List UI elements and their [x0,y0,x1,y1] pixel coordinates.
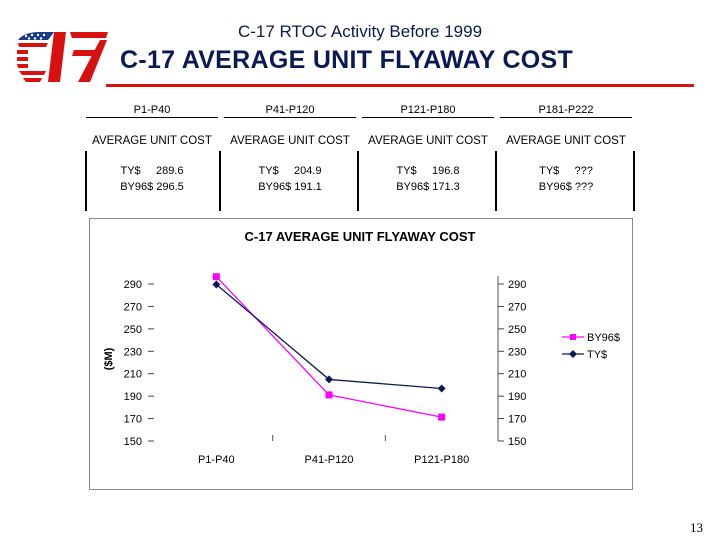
ty-cost-value: TY$ ??? [539,165,593,177]
cost-column-p181-p222: P181-P222 AVERAGE UNIT COST TY$ ??? BY96… [498,103,635,211]
column-border [633,151,635,211]
unit-cost-table: P1-P40 AVERAGE UNIT COST TY$ 289.6 BY96$… [84,103,636,211]
y2-tick-label: 250 [508,324,526,336]
chart-series [212,273,446,421]
chart-legend: BY96$ TY$ [562,332,620,361]
by96-cost-value: BY96$ 191.1 [258,181,322,193]
page-number: 13 [690,520,703,535]
y-tick-label: 210 [124,369,142,381]
legend-label: TY$ [587,349,607,361]
logo-17-stripes [48,32,108,82]
x-tick-label: P41-P120 [305,454,354,466]
y2-tick-label: 270 [508,301,526,313]
y2-tick-label: 150 [508,436,526,448]
x-tick-label: P121-P180 [414,454,469,466]
average-unit-cost-label: AVERAGE UNIT COST [506,135,626,147]
ty-cost-value: TY$ 204.9 [258,165,322,177]
y2-tick-label: 230 [508,346,526,358]
phase-underline [86,117,218,118]
phase-label: P121-P180 [400,104,456,116]
column-border [495,151,497,211]
x-tick-label: P1-P40 [198,454,235,466]
y2-tick-label: 190 [508,391,526,403]
data-point-diamond [437,384,446,393]
cost-column-p1-p40: P1-P40 AVERAGE UNIT COST TY$ 289.6 BY96$… [84,103,221,211]
y-tick-label: 270 [124,301,142,313]
average-unit-cost-label: AVERAGE UNIT COST [368,135,488,147]
column-border [219,151,221,211]
phase-underline [224,117,356,118]
by96-cost-value: BY96$ 296.5 [120,181,184,193]
column-border [357,151,359,211]
data-point-square [325,391,333,399]
ty-cost-value: TY$ 196.8 [396,165,460,177]
phase-label: P41-P120 [265,104,315,116]
cost-column-p121-p180: P121-P180 AVERAGE UNIT COST TY$ 196.8 BY… [360,103,497,211]
phase-underline [362,117,494,118]
average-unit-cost-label: AVERAGE UNIT COST [230,135,350,147]
y2-tick-label: 210 [508,369,526,381]
y-tick-label: 150 [124,436,142,448]
phase-label: P1-P40 [133,104,171,116]
legend-marker-square [570,334,576,340]
c17-logo [17,32,108,82]
logo-stars-field [18,32,54,40]
chart-title: C-17 AVERAGE UNIT FLYAWAY COST [245,229,476,244]
y-tick-label: 230 [124,346,142,358]
flyaway-cost-line-chart: C-17 AVERAGE UNIT FLYAWAY COST ($M) 290 2… [103,229,620,466]
by96-cost-value: BY96$ 171.3 [396,181,460,193]
y2-tick-label: 290 [508,279,526,291]
data-point-square [438,413,446,421]
cost-column-p41-p120: P41-P120 AVERAGE UNIT COST TY$ 204.9 BY9… [222,103,359,211]
title-divider [106,84,694,87]
y-tick-label: 250 [124,324,142,336]
data-point-diamond [212,280,221,289]
data-point-square [212,273,220,281]
y-axis-label: ($M) [103,347,115,370]
data-point-diamond [325,375,333,384]
ty-cost-value: TY$ 289.6 [120,165,184,177]
y-tick-label: 170 [124,414,142,426]
slide-title: C-17 AVERAGE UNIT FLYAWAY COST [120,46,574,74]
slide-supertitle: C-17 RTOC Activity Before 1999 [237,22,483,41]
phase-underline [500,117,632,118]
average-unit-cost-label: AVERAGE UNIT COST [92,135,212,147]
column-border [85,151,87,211]
legend-marker-diamond [569,350,577,358]
phase-label: P181-P222 [538,104,594,116]
y-tick-label: 290 [124,279,142,291]
by96-cost-value: BY96$ ??? [538,181,594,193]
y2-tick-label: 170 [508,414,526,426]
chart-frame: C-17 AVERAGE UNIT FLYAWAY COST ($M) 290 2… [89,218,633,490]
y-tick-label: 190 [124,391,142,403]
chart-axes: 290 290 270 270 250 250 230 230 210 210 190 190 170 1… [124,276,526,466]
logo-c-stripes [17,43,48,82]
series-line-ty [215,283,442,390]
legend-label: BY96$ [587,332,620,344]
